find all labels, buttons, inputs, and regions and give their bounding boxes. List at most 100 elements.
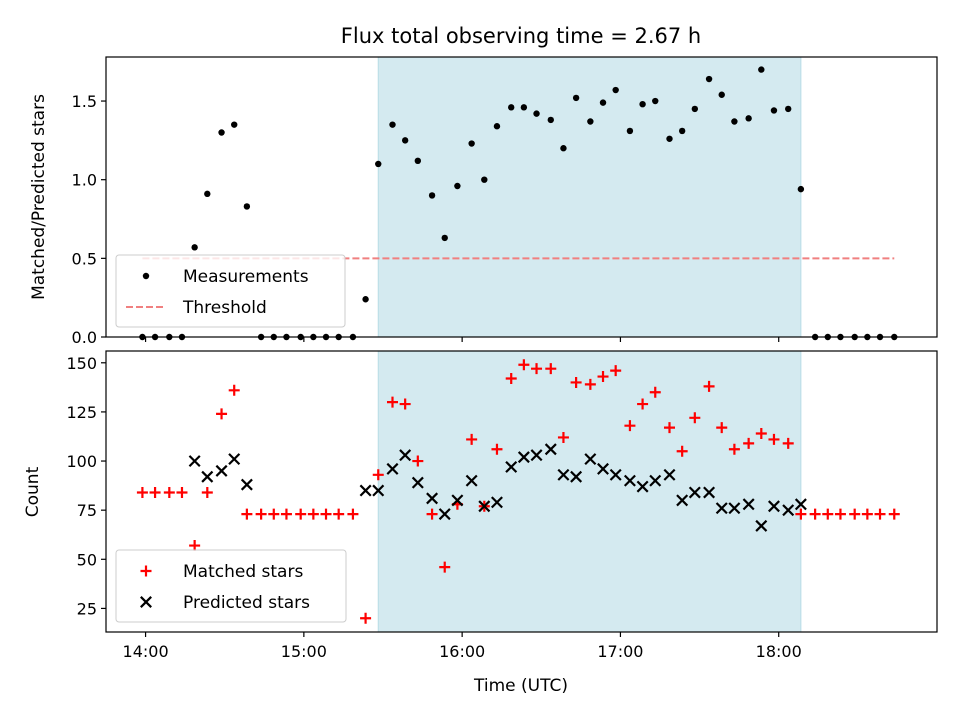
predicted-star-point (557, 468, 570, 481)
y-tick-label: 50 (77, 550, 97, 569)
axes-frame (105, 56, 938, 338)
measurement-point (191, 244, 198, 251)
predicted-star-point (411, 476, 424, 489)
predicted-star-point (676, 494, 689, 507)
observing-window-span (377, 350, 802, 633)
measurement-point (401, 137, 409, 144)
measurement-point (718, 91, 725, 98)
measurement-point (612, 86, 619, 94)
measurement-point (441, 234, 448, 242)
legend-bottom: Matched stars Predicted stars (115, 549, 347, 623)
matched-star-point (782, 437, 794, 449)
measurement-point (770, 107, 778, 114)
legend-dot-swatch (142, 272, 150, 280)
predicted-star-point (530, 449, 543, 462)
matched-star-point (809, 508, 821, 520)
measurement-point (375, 160, 382, 168)
matched-star-point (360, 612, 372, 624)
predicted-star-point (728, 502, 741, 515)
predicted-star-point (767, 500, 780, 513)
measurement-point (454, 182, 461, 190)
legend-label: Threshold (182, 298, 267, 318)
matched-star-point (439, 561, 451, 573)
predicted-star-point (240, 478, 253, 491)
measurement-point (691, 105, 699, 113)
measurement-point (745, 115, 752, 122)
predicted-star-point (490, 496, 503, 509)
predicted-star-point (438, 508, 451, 521)
measurement-point (626, 127, 634, 135)
matched-star-point (372, 469, 384, 481)
y-tick-label: 25 (77, 599, 97, 618)
x-tick-label: 17:00 (597, 642, 643, 661)
matched-star-point (347, 508, 359, 520)
measurement-point (560, 145, 567, 152)
measurement-point (231, 121, 238, 128)
y-tick-label: 75 (77, 501, 97, 520)
matched-star-point (584, 378, 596, 390)
matched-star-point (531, 363, 543, 375)
measurement-point (666, 135, 673, 142)
matched-star-point (624, 420, 636, 432)
measurement-points (139, 66, 898, 341)
count-points (136, 359, 900, 624)
matched-star-point (149, 486, 161, 498)
matched-star-point (663, 422, 675, 434)
y-axis-label-count: Count (23, 466, 43, 517)
measurement-point (362, 296, 369, 303)
measurement-point (414, 157, 422, 165)
predicted-star-point (636, 480, 649, 493)
measurement-point (428, 192, 436, 199)
measurement-point (520, 104, 528, 111)
predicted-star-point (372, 484, 385, 497)
matched-star-point (795, 508, 807, 520)
y-tick-label: 0.5 (72, 249, 97, 268)
predicted-star-point (570, 470, 583, 483)
matched-star-point (649, 386, 661, 398)
predicted-star-point (715, 502, 728, 515)
measurement-point (678, 127, 686, 135)
matched-star-point (255, 508, 267, 520)
shaded-span (377, 350, 802, 633)
legend-x-swatch (140, 596, 152, 608)
matched-star-point (676, 445, 688, 457)
matched-star-point (491, 443, 503, 455)
measurement-point (705, 75, 713, 83)
matched-star-point (557, 431, 569, 443)
measurement-point (204, 190, 211, 198)
matched-star-point (426, 508, 438, 520)
matched-star-point (716, 422, 728, 434)
predicted-star-point (426, 492, 439, 505)
matched-star-point (176, 486, 188, 498)
matched-star-point (201, 486, 213, 498)
top-panel: 0.0 0.5 1.0 1.5 Flux total observing time =… (29, 24, 938, 347)
y-tick-label: 100 (66, 452, 97, 471)
measurement-point (639, 100, 646, 108)
measurement-point (587, 118, 594, 125)
predicted-star-point (742, 498, 755, 511)
matched-star-point (518, 359, 530, 371)
y-tick-label: 125 (66, 403, 97, 422)
predicted-star-point (399, 449, 412, 462)
matched-star-point (320, 508, 332, 520)
measurement-point (731, 118, 738, 125)
matched-star-point (610, 365, 622, 377)
matched-star-point (888, 508, 900, 520)
predicted-star-point (663, 468, 676, 481)
y-tick-label: 0.0 (72, 328, 97, 347)
predicted-star-point (465, 474, 478, 487)
matched-star-point (189, 540, 201, 552)
x-tick-label: 16:00 (439, 642, 485, 661)
x-tick-label: 18:00 (756, 642, 802, 661)
measurement-point (547, 116, 554, 124)
matched-star-point (505, 373, 517, 385)
matched-star-point (163, 486, 175, 498)
predicted-star-point (597, 462, 609, 475)
matched-star-point (689, 412, 701, 424)
matched-star-point (834, 508, 846, 520)
matched-star-point (768, 433, 780, 445)
matched-star-point (466, 433, 478, 445)
predicted-star-point (188, 455, 201, 468)
measurement-point (218, 129, 225, 136)
